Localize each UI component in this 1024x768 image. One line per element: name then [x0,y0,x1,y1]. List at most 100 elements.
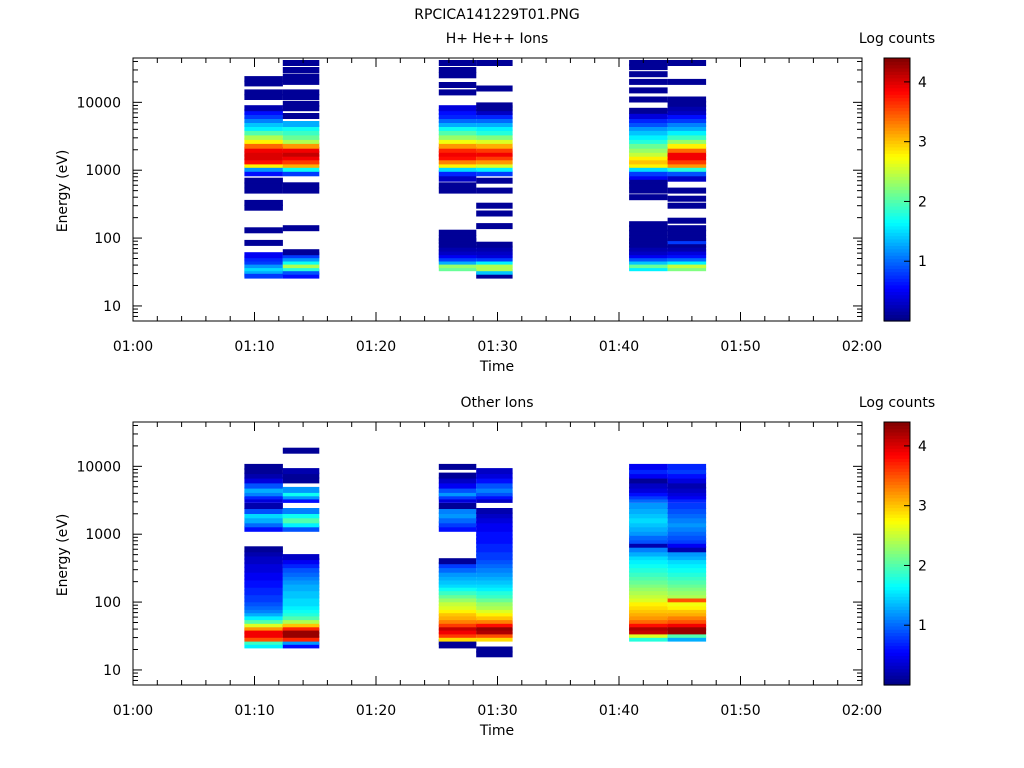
heatmap-cell [244,525,283,532]
heatmap-cell [244,204,283,211]
heatmap-cell [282,154,320,161]
colorbar-segment [884,297,910,302]
heatmap-cell [244,482,283,489]
heatmap-cell [438,570,477,577]
heatmap-cell [476,585,513,592]
colorbar-segment [884,265,910,269]
heatmap-cell [282,624,320,631]
heatmap-cell [629,252,668,259]
heatmap-cell [629,245,668,252]
heatmap-cell [667,589,707,596]
heatmap-cell [667,202,707,209]
colorbar-segment [884,81,910,85]
heatmap-cell [667,614,707,621]
colorbar-segment [884,448,910,453]
colorbar-segment [884,648,910,653]
heatmap-cell [282,490,320,497]
colorbar-segment [884,661,910,666]
heatmap-cell [244,142,283,149]
heatmap-cell [282,554,320,561]
colorbar-segment [884,638,910,643]
heatmap-cell [629,529,668,536]
heatmap-cell [438,229,477,236]
colorbar-segment [884,274,910,279]
colorbar-segment [884,209,910,214]
colorbar-segment [884,530,910,535]
heatmap-cell [282,142,320,149]
heatmap-cell [476,165,513,172]
colorbar-segment [884,481,910,486]
heatmap-cell [667,610,707,617]
colorbar-segment [884,284,910,289]
heatmap-cell [438,60,477,66]
heatmap-cell [629,78,668,85]
heatmap-cell [629,225,668,232]
colorbar-segment [884,261,910,266]
heatmap-cell [476,603,513,610]
colorbar-segment [884,619,910,624]
heatmap-cell [667,631,707,638]
heatmap-cell [282,268,320,275]
heatmap-cell [476,249,513,256]
heatmap-cell [282,628,320,635]
heatmap-cell [629,482,668,489]
heatmap-cell [282,78,320,85]
heatmap-cell [629,621,668,628]
heatmap-cell [438,161,477,168]
heatmap-cell [629,600,668,607]
heatmap-cell [667,558,707,565]
colorbar-tick-label: 3 [918,499,927,515]
colorbar-segment [884,258,910,263]
y-axis-label: Energy (eV) [55,514,71,597]
panel-title: Other Ions [460,395,533,411]
heatmap-cell [476,202,513,209]
heatmap-cell [244,146,283,153]
heatmap-cell [282,574,320,581]
x-axis-label: Time [479,359,514,375]
heatmap-cell [667,175,707,182]
heatmap-cell [629,512,668,519]
x-axis-label: Time [479,723,514,739]
colorbar-segment [884,477,910,482]
heatmap-cell [476,635,513,642]
heatmap-cell [282,496,320,503]
heatmap-cell [667,550,707,557]
colorbar-segment [884,681,910,686]
colorbar-segment [884,573,910,578]
colorbar-segment [884,304,910,309]
heatmap-cell [282,182,320,189]
heatmap-cell [438,624,477,631]
heatmap-cell [244,554,283,561]
heatmap-cell [438,596,477,603]
heatmap-cell [476,512,513,519]
heatmap-cell [438,581,477,588]
y-tick-label: 1000 [85,163,121,179]
heatmap-cell [438,249,477,256]
colorbar-segment [884,235,910,240]
heatmap-cell [438,252,477,259]
heatmap-cell [629,631,668,638]
heatmap-cell [438,521,477,528]
heatmap-cell [476,486,513,493]
heatmap-cell [244,239,283,246]
heatmap-cell [438,617,477,624]
heatmap-cell [244,182,283,189]
heatmap-cell [282,621,320,628]
heatmap-cell [629,534,668,541]
heatmap-cell [667,482,707,489]
heatmap-cell [476,150,513,157]
heatmap-cell [244,589,283,596]
heatmap-cell [282,610,320,617]
heatmap-cell [667,262,707,269]
heatmap-cell [282,570,320,577]
colorbar-segment [884,507,910,512]
colorbar-tick-label: 2 [918,194,927,210]
heatmap-cell [629,194,668,201]
x-tick-label: 01:00 [113,339,153,355]
heatmap-cell [244,468,283,475]
heatmap-cell [282,603,320,610]
heatmap-cell [629,541,668,548]
heatmap-cell [629,589,668,596]
colorbar-segment [884,583,910,587]
colorbar-segment [884,425,910,430]
